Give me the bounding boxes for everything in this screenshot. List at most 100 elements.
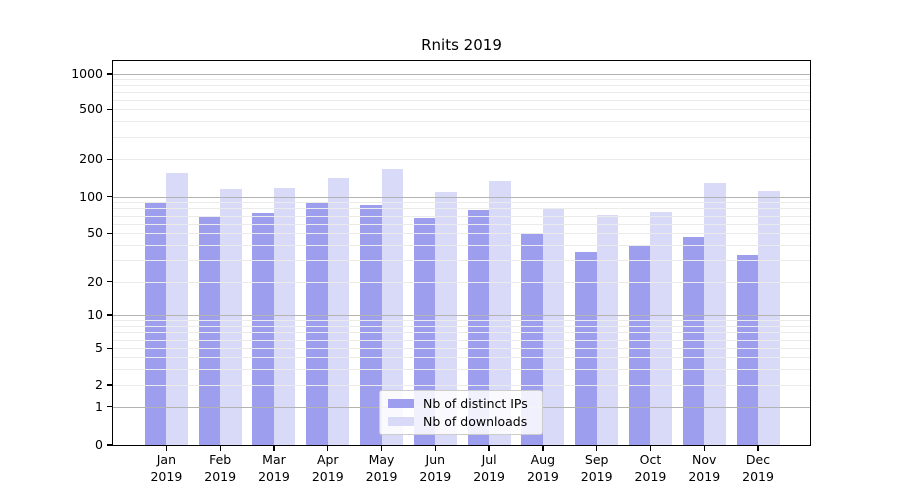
bar-nb-of-downloads-apr (327, 177, 350, 445)
x-tick-label-nov: Nov 2019 (688, 452, 721, 484)
x-tick-label-may: May 2019 (365, 452, 398, 484)
x-tick-label-dec: Dec 2019 (742, 452, 774, 484)
x-tick-label-aug: Aug 2019 (526, 452, 559, 484)
legend: Nb of distinct IPs Nb of downloads (379, 390, 543, 435)
bar-nb-of-distinct-ips-dec (736, 255, 759, 445)
x-tick-label-sep: Sep 2019 (580, 452, 613, 484)
bar-nb-of-distinct-ips-jun (413, 217, 436, 445)
gridline-minor-3 (113, 368, 810, 370)
x-tick-mark-feb (219, 446, 221, 451)
y-tick-mark-200 (106, 158, 112, 160)
bar-nb-of-downloads-nov (704, 182, 726, 445)
bar-nb-of-distinct-ips-jan (144, 203, 167, 445)
legend-row-distinct-ips: Nb of distinct IPs (388, 396, 534, 411)
legend-swatch-distinct-ips (388, 398, 414, 409)
bar-nb-of-distinct-ips-nov (682, 236, 705, 445)
gridline-minor-70 (113, 215, 810, 217)
gridline-minor-50 (113, 233, 810, 235)
gridline-minor-800 (113, 85, 810, 87)
gridline-minor-6 (113, 339, 810, 341)
bar-nb-of-downloads-dec (758, 190, 780, 445)
y-tick-mark-2 (106, 384, 112, 386)
legend-swatch-downloads (388, 416, 414, 427)
x-tick-mark-nov (703, 446, 705, 451)
bar-nb-of-distinct-ips-oct (628, 246, 651, 445)
bar-nb-of-downloads-feb (220, 189, 242, 445)
gridline-minor-30 (113, 260, 810, 262)
y-tick-label-1000: 1000 (71, 66, 103, 81)
x-tick-label-jan: Jan 2019 (150, 452, 183, 484)
gridline-minor-400 (113, 121, 810, 123)
gridline-minor-7 (113, 332, 810, 334)
x-tick-label-apr: Apr 2019 (311, 452, 344, 484)
y-tick-label-2: 2 (95, 377, 103, 392)
gridline-minor-700 (113, 92, 810, 94)
y-tick-mark-50 (106, 232, 112, 234)
y-tick-label-50: 50 (87, 225, 103, 241)
gridline-minor-8 (113, 325, 810, 327)
y-tick-label-500: 500 (79, 101, 103, 117)
bar-nb-of-distinct-ips-feb (198, 215, 221, 445)
bar-nb-of-distinct-ips-mar (252, 213, 274, 445)
gridline-minor-200 (113, 159, 810, 161)
gridline-minor-4 (113, 357, 810, 359)
gridline-minor-90 (113, 202, 810, 204)
bar-nb-of-downloads-aug (542, 208, 565, 445)
bar-nb-of-downloads-mar (273, 187, 296, 445)
gridline-minor-600 (113, 100, 810, 101)
y-tick-mark-100 (106, 196, 112, 198)
gridline-minor-2 (113, 385, 810, 386)
bar-nb-of-downloads-may (381, 168, 404, 445)
y-tick-mark-1 (106, 406, 112, 408)
y-tick-label-20: 20 (87, 273, 103, 289)
gridline-minor-20 (113, 281, 810, 283)
x-tick-mark-dec (757, 446, 759, 451)
bar-nb-of-downloads-sep (596, 214, 619, 445)
x-tick-label-oct: Oct 2019 (634, 452, 667, 484)
bar-nb-of-distinct-ips-jul (467, 209, 490, 445)
y-tick-label-5: 5 (95, 340, 103, 356)
y-tick-label-1: 1 (95, 398, 103, 414)
gridline-minor-9 (113, 320, 810, 322)
y-tick-label-0: 0 (95, 437, 103, 452)
x-tick-mark-oct (649, 446, 652, 451)
y-tick-label-10: 10 (87, 307, 103, 322)
bar-nb-of-downloads-oct (650, 211, 672, 445)
gridline-minor-5 (113, 348, 810, 350)
x-tick-mark-mar (273, 446, 275, 451)
legend-label-distinct-ips: Nb of distinct IPs (423, 396, 528, 411)
x-tick-label-mar: Mar 2019 (258, 452, 290, 484)
x-tick-mark-jul (488, 446, 490, 451)
x-tick-mark-apr (327, 446, 329, 451)
x-tick-label-jun: Jun 2019 (419, 452, 452, 484)
x-tick-label-feb: Feb 2019 (204, 452, 237, 484)
x-tick-mark-sep (596, 446, 598, 451)
gridline-major-100 (113, 196, 810, 198)
gridline-minor-300 (113, 137, 810, 139)
y-tick-mark-10 (106, 314, 112, 316)
x-tick-mark-jun (434, 446, 436, 451)
bar-nb-of-downloads-jul (489, 180, 511, 445)
y-tick-label-200: 200 (79, 151, 103, 167)
y-tick-mark-1000 (106, 73, 112, 75)
y-tick-mark-0 (106, 444, 112, 446)
gridline-major-10 (113, 315, 810, 316)
legend-label-downloads: Nb of downloads (423, 414, 528, 429)
y-tick-mark-500 (106, 108, 112, 110)
gridline-major-1000 (113, 74, 810, 75)
x-tick-label-jul: Jul 2019 (473, 452, 506, 484)
bar-nb-of-downloads-jun (435, 191, 457, 445)
x-tick-mark-aug (542, 446, 544, 451)
plot-area (113, 61, 810, 445)
gridline-minor-500 (113, 109, 810, 111)
x-tick-mark-may (380, 446, 383, 451)
gridline-minor-60 (113, 223, 810, 225)
gridline-minor-40 (113, 245, 810, 247)
y-tick-mark-20 (106, 281, 112, 283)
bar-nb-of-distinct-ips-apr (306, 201, 328, 445)
gridline-minor-900 (113, 79, 810, 81)
x-tick-mark-jan (165, 446, 168, 451)
y-tick-label-100: 100 (79, 188, 103, 204)
chart-title: Rnits 2019 (421, 36, 502, 54)
y-tick-mark-5 (106, 347, 112, 349)
